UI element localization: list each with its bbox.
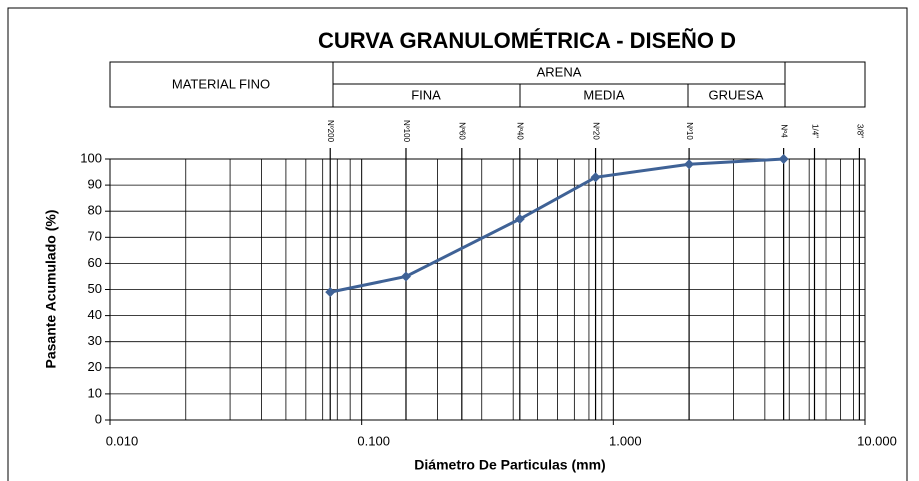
table-border (109, 61, 866, 108)
data-point (325, 287, 336, 298)
sieve-label: Nº4 (780, 124, 789, 138)
table-cell: MATERIAL FINO (172, 76, 270, 91)
sieve-label: 1/4" (810, 124, 819, 138)
data-point (514, 214, 525, 225)
data-point (684, 159, 695, 170)
data-point (778, 154, 789, 164)
y-tick-label: 70 (88, 229, 102, 244)
table-cell: ARENA (537, 64, 582, 79)
x-tick-label: 10.000 (857, 433, 897, 448)
sieve-label: Nº60 (458, 122, 467, 140)
y-tick-label: 40 (88, 307, 102, 322)
header-table (109, 61, 866, 108)
sieve-label: 3/8" (855, 124, 864, 138)
plot-border (109, 158, 866, 421)
sieve-label: Nº20 (591, 122, 600, 140)
y-tick-label: 90 (88, 177, 102, 192)
table-cell: MEDIA (583, 87, 625, 102)
x-axis-label: Diámetro De Particulas (mm) (414, 457, 605, 473)
y-tick-label: 0 (95, 411, 102, 426)
frame (7, 7, 908, 481)
x-tick-label: 1.000 (609, 433, 642, 448)
sieve-label: Nº10 (685, 122, 694, 140)
x-tick-label: 0.010 (106, 433, 139, 448)
data-point (590, 172, 601, 183)
table-cell: GRUESA (709, 87, 764, 102)
y-tick-label: 80 (88, 203, 102, 218)
y-tick-label: 100 (80, 150, 102, 165)
sieve-label: Nº200 (326, 120, 335, 143)
chart-title: CURVA GRANULOMÉTRICA - DISEÑO D (318, 28, 736, 53)
y-tick-label: 10 (88, 385, 102, 400)
sieve-label: Nº100 (402, 120, 411, 143)
data-point (400, 271, 411, 282)
x-tick-label: 0.100 (357, 433, 390, 448)
table-cell: FINA (411, 87, 441, 102)
y-tick-label: 60 (88, 255, 102, 270)
data-line (329, 157, 784, 294)
y-tick-label: 30 (88, 333, 102, 348)
y-tick-label: 20 (88, 359, 102, 374)
sieve-label: Nº40 (516, 122, 525, 140)
y-axis-label: Pasante Acumulado (%) (43, 210, 59, 369)
y-tick-label: 50 (88, 281, 102, 296)
